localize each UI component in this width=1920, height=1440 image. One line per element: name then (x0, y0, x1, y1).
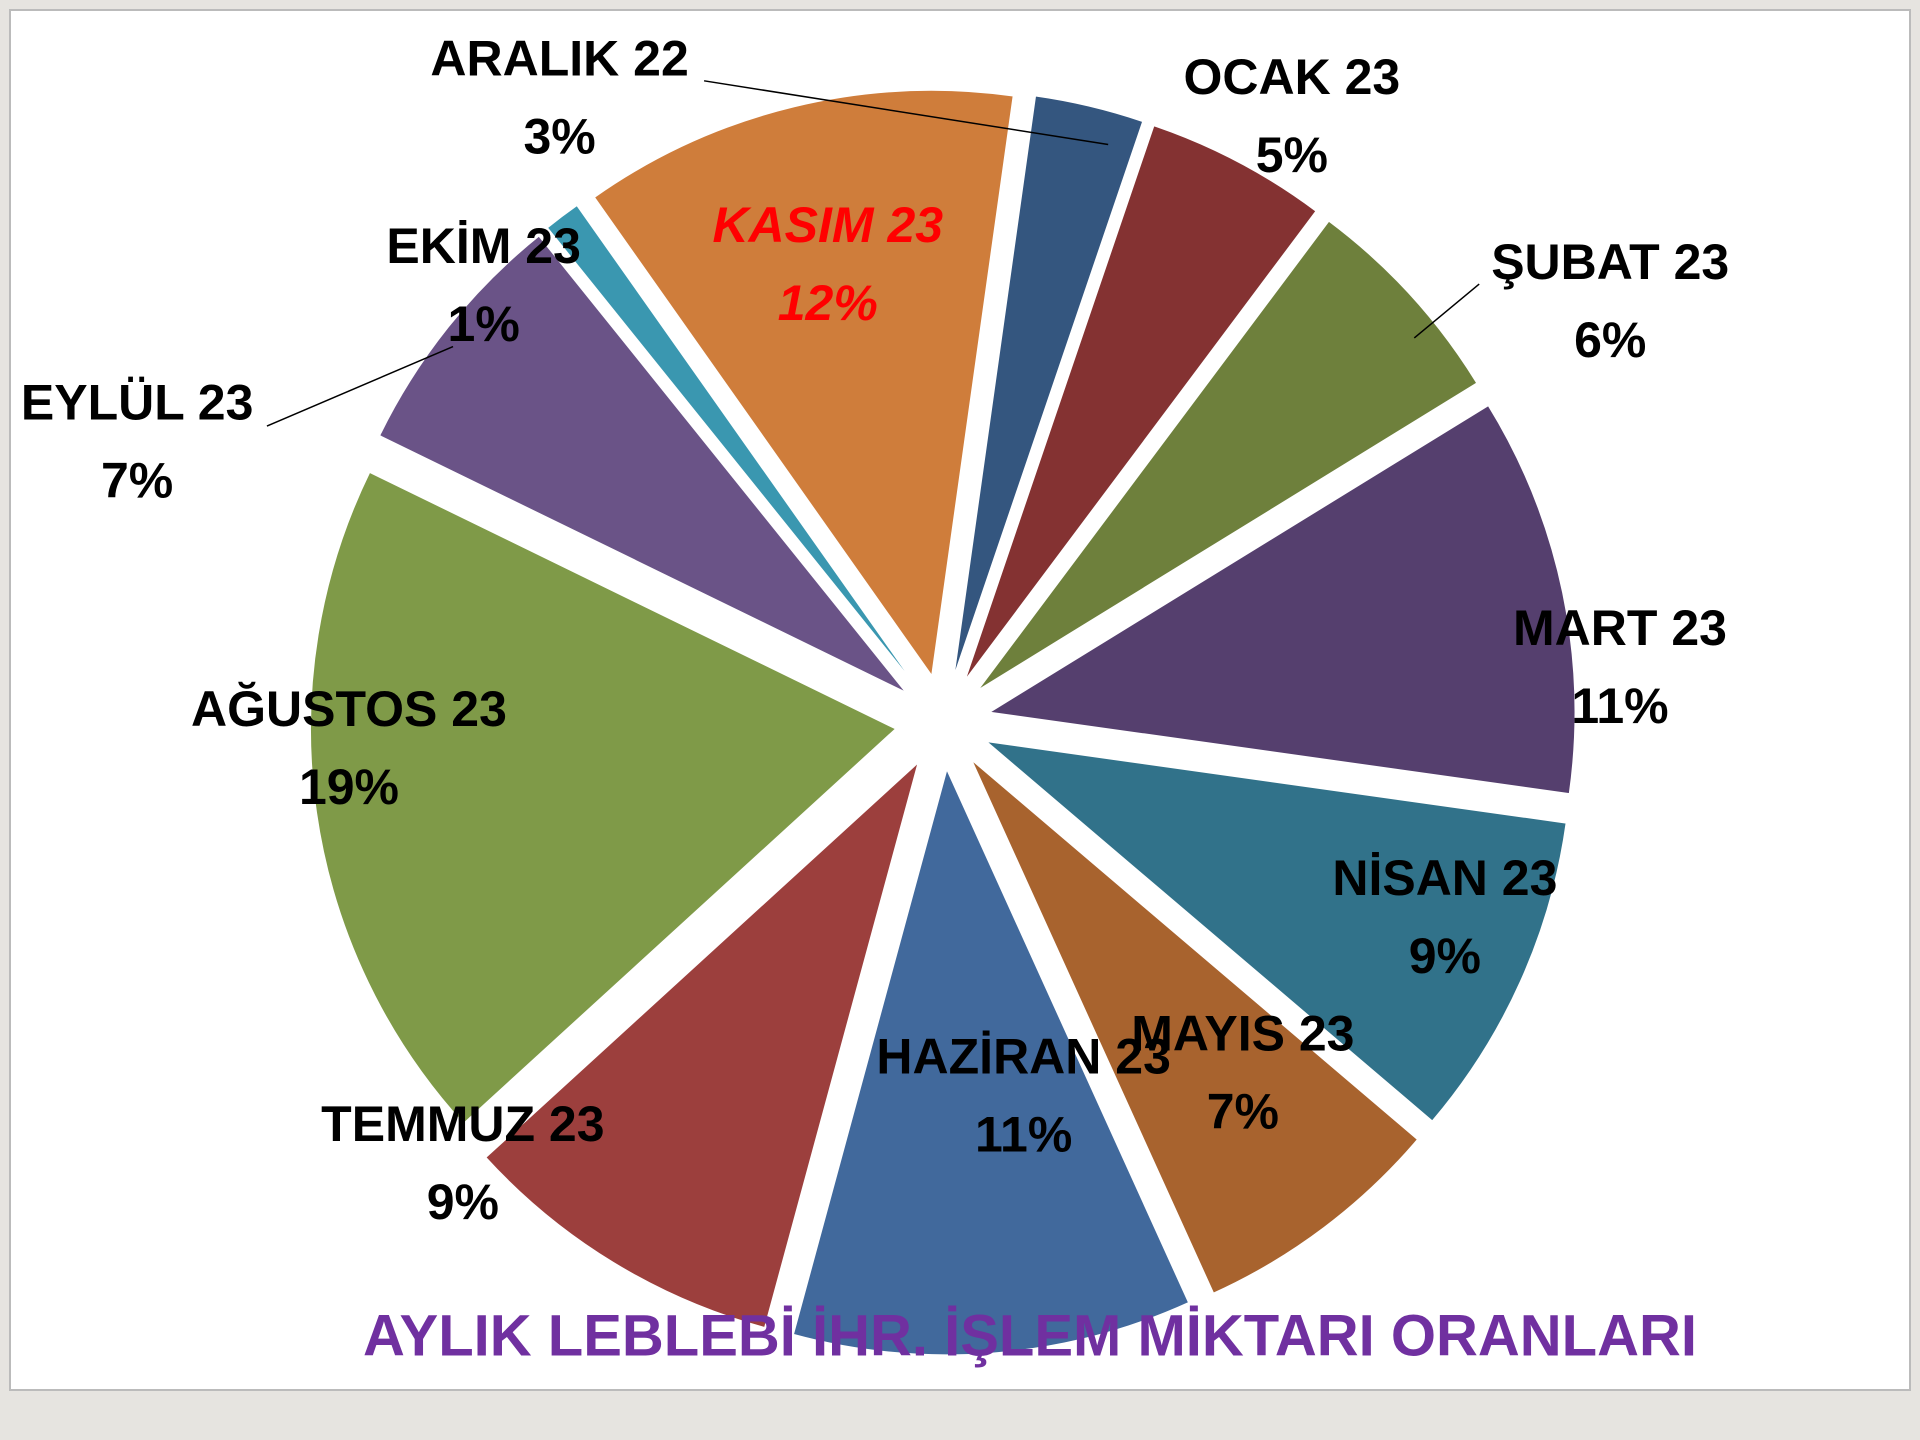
value-label: 11% (975, 1107, 1072, 1163)
slice-label: MAYIS 23 (1131, 1005, 1354, 1061)
pie-slice (546, 204, 915, 684)
pie-slice (971, 759, 1419, 1294)
slice-label: NİSAN 23 (1332, 850, 1557, 906)
value-label: 3% (523, 109, 595, 165)
leader-line (266, 345, 454, 427)
pie-slice (985, 740, 1567, 1122)
pie-slice (978, 220, 1478, 691)
slice-label: KASIM 23 (712, 197, 943, 253)
value-label: 6% (1574, 312, 1646, 368)
slice-label: ŞUBAT 23 (1491, 234, 1729, 290)
leader-line (703, 80, 1109, 146)
value-label: 11% (1571, 678, 1668, 734)
value-label: 9% (1409, 928, 1481, 984)
slice-label: HAZİRAN 23 (876, 1029, 1170, 1085)
pie-slice (792, 768, 1190, 1356)
pie-slice (953, 95, 1144, 676)
value-label: 1% (448, 296, 520, 352)
leader-line (1413, 283, 1480, 339)
pie-slice (310, 471, 897, 1125)
slice-label: OCAK 23 (1183, 49, 1400, 105)
pie-slice (485, 761, 919, 1329)
chart-title: AYLIK LEBLEBİ İHR. İŞLEM MİKTARI ORANLAR… (363, 1303, 1697, 1368)
pie-slice (964, 125, 1317, 680)
slice-label: ARALIK 22 (430, 31, 688, 87)
pie-slice (593, 89, 1014, 677)
pie-slice (379, 235, 906, 693)
slice-label: TEMMUZ 23 (321, 1096, 604, 1152)
value-label: 12% (778, 275, 878, 331)
slice-label: EYLÜL 23 (21, 375, 254, 431)
value-label: 7% (1207, 1083, 1279, 1139)
pie-slice (988, 404, 1576, 795)
value-label: 9% (427, 1174, 499, 1230)
slice-label: AĞUSTOS 23 (191, 681, 507, 737)
slice-label: EKİM 23 (386, 218, 581, 274)
value-label: 19% (299, 759, 399, 815)
slice-label: MART 23 (1513, 600, 1727, 656)
value-label: 5% (1256, 127, 1328, 183)
value-label: 7% (101, 453, 173, 509)
